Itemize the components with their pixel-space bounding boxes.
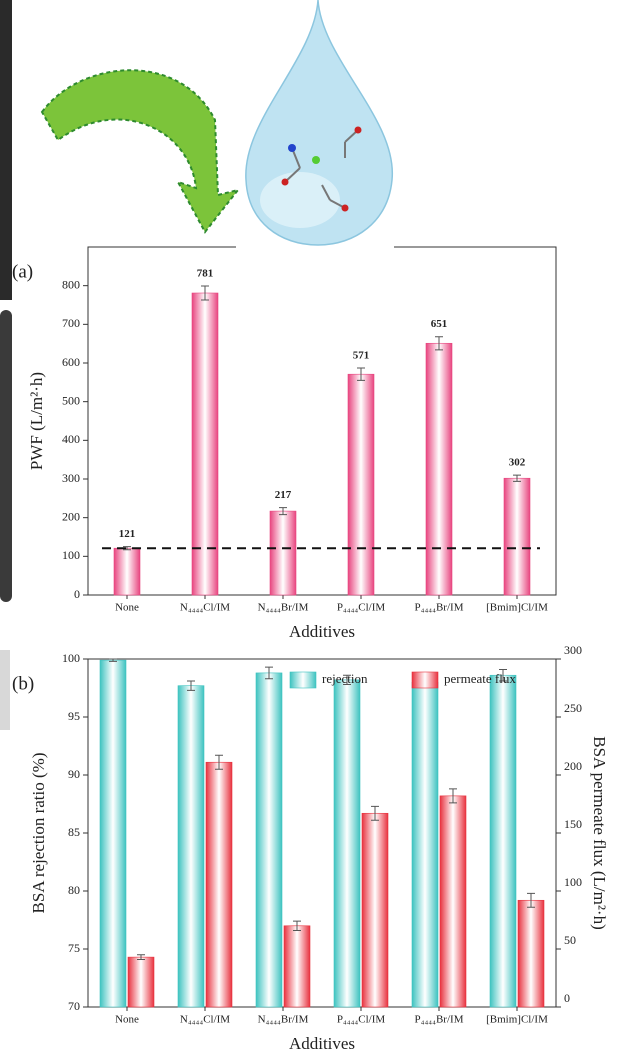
atom xyxy=(288,144,296,152)
y-tick-label: 95 xyxy=(68,709,80,723)
bar xyxy=(128,957,154,1007)
bar xyxy=(518,900,544,1007)
x-tick-label: N₄₄₄₄Br/IM xyxy=(258,602,309,614)
x-tick-label: None xyxy=(115,1014,139,1026)
legend-label: permeate flux xyxy=(444,671,516,686)
y2-axis-title: BSA permeate flux (L/m²·h) xyxy=(590,736,609,929)
x-tick-label: P₄₄₄₄Cl/IM xyxy=(337,602,386,614)
bar xyxy=(426,343,452,595)
figure: 0100200300400500600700800(a)AdditivesPWF… xyxy=(0,0,621,1058)
x-axis-title: Additives xyxy=(289,622,355,641)
bar xyxy=(270,511,296,595)
panel-label: (a) xyxy=(12,261,33,282)
y-tick-label: 90 xyxy=(68,767,80,781)
bar xyxy=(178,686,204,1007)
x-axis-title: Additives xyxy=(289,1034,355,1053)
side-image xyxy=(0,650,10,730)
bar xyxy=(256,673,282,1007)
value-label: 121 xyxy=(119,528,136,540)
plot-frame xyxy=(88,659,556,1007)
value-label: 571 xyxy=(353,350,370,362)
y-tick-label: 75 xyxy=(68,941,80,955)
value-label: 781 xyxy=(197,268,214,280)
legend-swatch xyxy=(412,672,438,688)
bar xyxy=(284,926,310,1007)
bar xyxy=(348,374,374,595)
x-tick-label: [Bmim]Cl/IM xyxy=(486,1014,548,1026)
y2-tick-label: 0 xyxy=(564,991,570,1005)
x-tick-label: [Bmim]Cl/IM xyxy=(486,602,548,614)
y-tick-label: 800 xyxy=(62,277,80,291)
y2-tick-label: 100 xyxy=(564,875,582,889)
y2-tick-label: 300 xyxy=(564,643,582,657)
x-tick-label: P₄₄₄₄Br/IM xyxy=(415,1014,464,1026)
atom xyxy=(312,156,320,164)
charts: 0100200300400500600700800(a)AdditivesPWF… xyxy=(12,244,609,1053)
y-tick-label: 600 xyxy=(62,355,80,369)
bar xyxy=(114,548,140,595)
bar xyxy=(440,796,466,1007)
legend-swatch xyxy=(290,672,316,688)
y-tick-label: 500 xyxy=(62,393,80,407)
y-tick-label: 0 xyxy=(74,587,80,601)
y-axis-title: BSA rejection ratio (%) xyxy=(29,753,48,914)
y2-tick-label: 150 xyxy=(564,817,582,831)
y-tick-label: 100 xyxy=(62,548,80,562)
bar xyxy=(100,660,126,1007)
x-tick-label: N₄₄₄₄Cl/IM xyxy=(180,602,230,614)
y-tick-label: 300 xyxy=(62,471,80,485)
x-tick-label: N₄₄₄₄Br/IM xyxy=(258,1014,309,1026)
y-tick-label: 200 xyxy=(62,509,80,523)
atom xyxy=(282,179,289,186)
y-tick-label: 100 xyxy=(62,651,80,665)
y-axis-title: PWF (L/m²·h) xyxy=(27,372,46,470)
bar xyxy=(362,813,388,1007)
value-label: 651 xyxy=(431,318,448,330)
y2-tick-label: 50 xyxy=(564,933,576,947)
y2-tick-label: 250 xyxy=(564,701,582,715)
y2-tick-label: 200 xyxy=(564,759,582,773)
value-label: 302 xyxy=(509,457,526,469)
x-tick-label: N₄₄₄₄Cl/IM xyxy=(180,1014,230,1026)
plot-frame xyxy=(88,247,556,595)
legend-label: rejection xyxy=(322,671,368,686)
x-tick-label: None xyxy=(115,602,139,614)
bar xyxy=(206,762,232,1007)
value-label: 217 xyxy=(275,489,292,501)
panel-label: (b) xyxy=(12,673,34,694)
x-tick-label: P₄₄₄₄Br/IM xyxy=(415,602,464,614)
atom xyxy=(355,127,362,134)
y-tick-label: 70 xyxy=(68,999,80,1013)
y-tick-label: 700 xyxy=(62,316,80,330)
side-image xyxy=(0,0,12,300)
side-image xyxy=(0,310,12,602)
bar xyxy=(192,293,218,595)
y-tick-label: 85 xyxy=(68,825,80,839)
bar xyxy=(412,682,438,1007)
y-tick-label: 80 xyxy=(68,883,80,897)
drop-highlight xyxy=(260,172,340,228)
y-tick-label: 400 xyxy=(62,432,80,446)
bar xyxy=(490,675,516,1007)
arrow-icon xyxy=(42,70,238,232)
bar xyxy=(504,478,530,595)
x-tick-label: P₄₄₄₄Cl/IM xyxy=(337,1014,386,1026)
bar xyxy=(334,680,360,1007)
atom xyxy=(342,205,349,212)
